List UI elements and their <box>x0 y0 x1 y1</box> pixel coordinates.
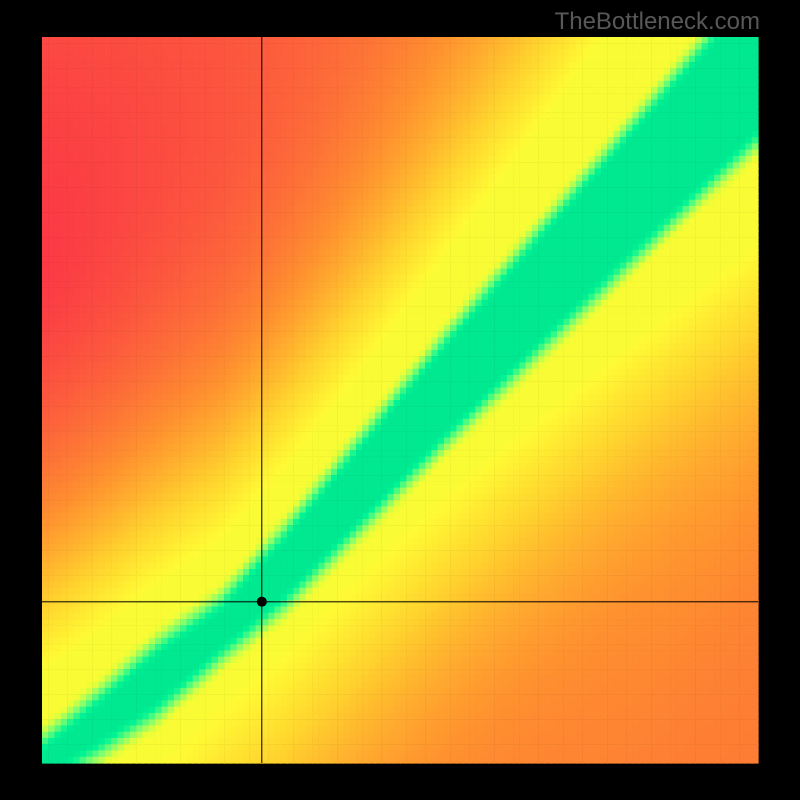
watermark-text: TheBottleneck.com <box>555 8 760 36</box>
bottleneck-heatmap <box>0 0 800 800</box>
